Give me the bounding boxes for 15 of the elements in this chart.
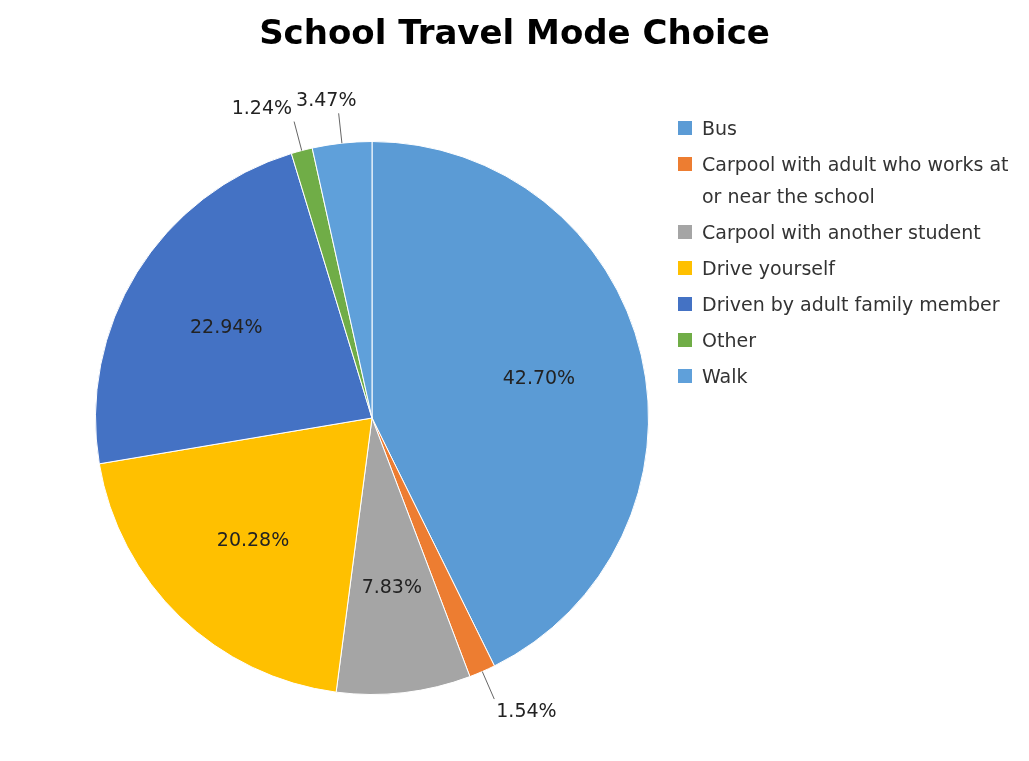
legend-label: Walk bbox=[702, 364, 748, 389]
data-label: 1.54% bbox=[496, 699, 557, 722]
legend-label: Drive yourself bbox=[702, 256, 835, 281]
legend-label: Other bbox=[702, 328, 756, 353]
chart-title: School Travel Mode Choice bbox=[258, 12, 771, 52]
data-label: 22.94% bbox=[190, 314, 263, 337]
legend-label: Driven by adult family member bbox=[702, 292, 1000, 317]
data-label: 20.28% bbox=[216, 528, 290, 551]
data-label: 1.24% bbox=[231, 96, 293, 118]
legend-label: Carpool with adult who works at or near the school bbox=[702, 152, 1010, 209]
legend-label: Bus bbox=[702, 116, 737, 141]
data-label: 7.83% bbox=[361, 575, 423, 598]
legend-label: Carpool with another student bbox=[702, 220, 981, 245]
data-label: 42.70% bbox=[502, 365, 576, 388]
data-label: 3.47% bbox=[296, 87, 357, 110]
